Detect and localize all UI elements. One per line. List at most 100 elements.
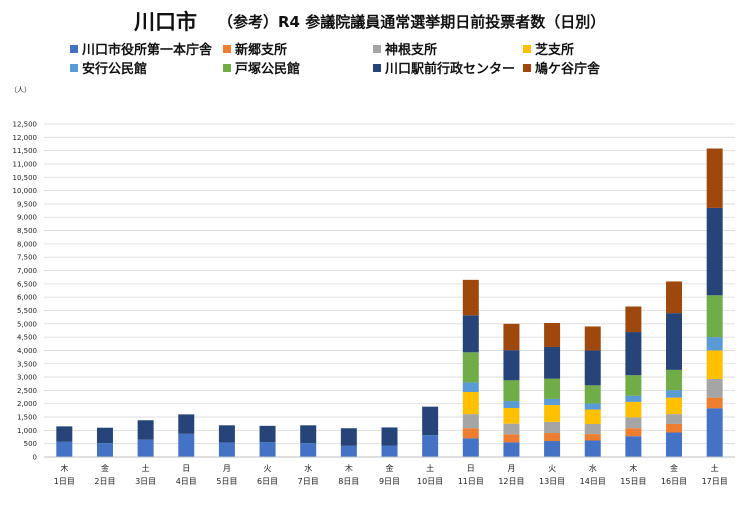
bar-segment [544, 398, 561, 406]
bar-segment [544, 433, 561, 442]
x-tick-day: 4日目 [176, 477, 197, 486]
bar-segment [259, 442, 276, 457]
bar-segment [625, 395, 642, 402]
bar-segment [706, 397, 723, 409]
y-tick-label: 5,000 [17, 320, 37, 328]
y-tick-label: 1,500 [17, 414, 37, 422]
x-tick-weekday: 水 [304, 463, 312, 473]
legend-item: 芝支所 [523, 40, 574, 58]
bar-segment [137, 439, 154, 457]
bar-segment [625, 428, 642, 437]
x-tick-weekday: 水 [589, 463, 597, 473]
bar-segment [544, 323, 561, 347]
x-tick-day: 2日目 [94, 477, 115, 486]
x-tick-weekday: 金 [670, 463, 678, 473]
bar-segment [584, 440, 601, 457]
x-tick-weekday: 日 [467, 464, 475, 473]
y-tick-label: 1,000 [17, 427, 37, 435]
chart-title-city: 川口市 [134, 10, 197, 34]
bar-segment [503, 434, 520, 443]
y-tick-label: 9,500 [17, 200, 37, 208]
y-tick-label: 12,000 [13, 134, 38, 142]
x-tick-day: 1日目 [54, 477, 75, 486]
legend-swatch [223, 63, 231, 72]
bar-segment [218, 425, 235, 443]
y-tick-label: 4,500 [17, 334, 37, 342]
bar-segment [462, 382, 479, 392]
bar-segment [503, 407, 520, 424]
legend-swatch [70, 63, 78, 72]
legend-swatch [523, 63, 531, 72]
x-tick-day: 17日目 [702, 477, 728, 486]
bar-segment [706, 295, 723, 338]
bar-segment [96, 443, 113, 457]
x-tick-weekday: 木 [629, 463, 637, 473]
bar-segment [422, 435, 439, 457]
bar-segment [340, 445, 357, 457]
bar-segment [544, 421, 561, 434]
bar-segment [625, 375, 642, 396]
bar-segment [56, 441, 73, 457]
legend-item: 鳩ケ谷庁舎 [523, 59, 601, 77]
bar-segment [462, 414, 479, 429]
bar-segment [584, 434, 601, 441]
bar-segment [462, 279, 479, 316]
bar-segment [706, 337, 723, 351]
bar-segment [544, 346, 561, 379]
bar-segment [544, 405, 561, 422]
x-tick-day: 14日目 [580, 477, 606, 486]
bar-segment [503, 442, 520, 457]
legend-swatch [70, 44, 78, 53]
y-tick-label: 6,500 [17, 280, 37, 288]
bar-segment [503, 380, 520, 402]
bar-segment [706, 378, 723, 398]
legend-label: 新郷支所 [235, 43, 288, 58]
bar-segment [503, 350, 520, 381]
bar-segment [584, 403, 601, 410]
bar-segment [706, 408, 723, 457]
x-tick-weekday: 火 [264, 464, 272, 473]
x-tick-day: 9日目 [379, 477, 400, 486]
legend-label: 神根支所 [385, 43, 438, 58]
bar-segment [625, 401, 642, 418]
legend-swatch [373, 63, 381, 72]
y-tick-label: 7,000 [17, 267, 37, 275]
y-tick-label: 8,500 [17, 227, 37, 235]
bar-segment [584, 423, 601, 435]
x-tick-weekday: 月 [223, 464, 231, 473]
x-tick-day: 11日目 [458, 477, 484, 486]
bar-segment [503, 423, 520, 435]
x-tick-weekday: 木 [345, 463, 353, 473]
bar-segment [422, 406, 439, 436]
x-tick-day: 13日目 [539, 477, 565, 486]
y-tick-label: 5,500 [17, 307, 37, 315]
legend-label: 川口市役所第一本庁舎 [82, 43, 213, 58]
bar-segment [462, 428, 479, 439]
bar-segment [625, 436, 642, 457]
legend-label: 鳩ケ谷庁舎 [535, 62, 601, 77]
x-tick-day: 12日目 [498, 477, 524, 486]
x-tick-day: 7日目 [298, 477, 319, 486]
bar-segment [300, 443, 317, 457]
bar-segment [666, 397, 683, 415]
legend-item: 川口市役所第一本庁舎 [70, 40, 213, 58]
x-tick-weekday: 金 [101, 463, 109, 473]
bar-segment [625, 306, 642, 333]
legend-item: 新郷支所 [223, 40, 288, 58]
bar-segment [544, 378, 561, 399]
bar-segment [96, 427, 113, 444]
bar-segment [218, 442, 235, 457]
bar-segment [706, 207, 723, 296]
x-tick-day: 3日目 [135, 477, 156, 486]
bar-segment [381, 445, 398, 457]
bar-segment [56, 426, 73, 442]
legend-label: 安行公民館 [82, 62, 148, 77]
bar-segment [666, 369, 683, 391]
x-tick-day: 8日目 [338, 477, 359, 486]
legend-label: 川口駅前行政センター [385, 62, 516, 77]
bar-segment [666, 281, 683, 314]
x-tick-day: 16日目 [661, 477, 687, 486]
x-tick-weekday: 木 [60, 463, 68, 473]
bar-segment [462, 315, 479, 353]
